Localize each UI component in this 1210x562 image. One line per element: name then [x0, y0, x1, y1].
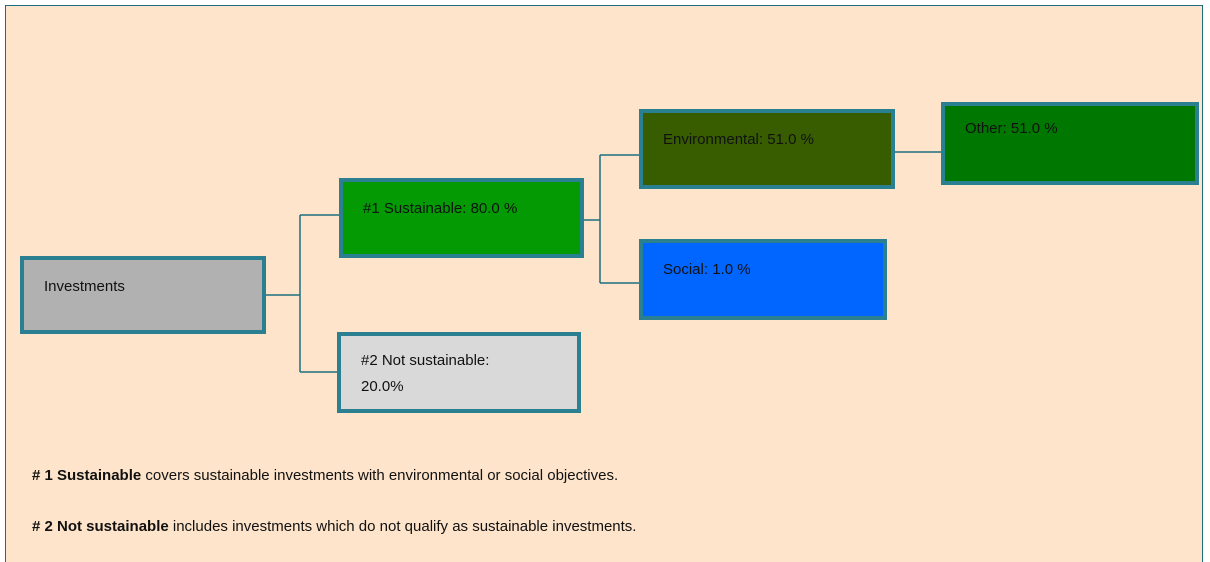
node-label: Environmental: 51.0 %: [663, 131, 814, 148]
footnote: # 2 Not sustainable includes investments…: [32, 518, 636, 535]
node-not-sustainable: #2 Not sustainable: 20.0%: [337, 332, 581, 413]
footnote-term: # 2 Not sustainable: [32, 518, 169, 535]
footnote-text: covers sustainable investments with envi…: [141, 467, 619, 484]
footnote-text: includes investments which do not qualif…: [168, 518, 637, 535]
node-label: Other: 51.0 %: [965, 120, 1058, 137]
node-environmental: Environmental: 51.0 %: [639, 109, 895, 189]
node-social: Social: 1.0 %: [639, 239, 887, 320]
node-other: Other: 51.0 %: [941, 102, 1199, 185]
node-label: #2 Not sustainable:: [361, 352, 490, 369]
node-label: 20.0%: [361, 378, 404, 395]
node-sustainable: #1 Sustainable: 80.0 %: [339, 178, 584, 258]
node-investments: Investments: [20, 256, 266, 334]
footnote-term: # 1 Sustainable: [32, 467, 142, 484]
footnote: # 1 Sustainable covers sustainable inves…: [32, 467, 618, 484]
node-label: Investments: [44, 278, 125, 295]
node-label: Social: 1.0 %: [663, 261, 751, 278]
node-label: #1 Sustainable: 80.0 %: [363, 200, 518, 217]
